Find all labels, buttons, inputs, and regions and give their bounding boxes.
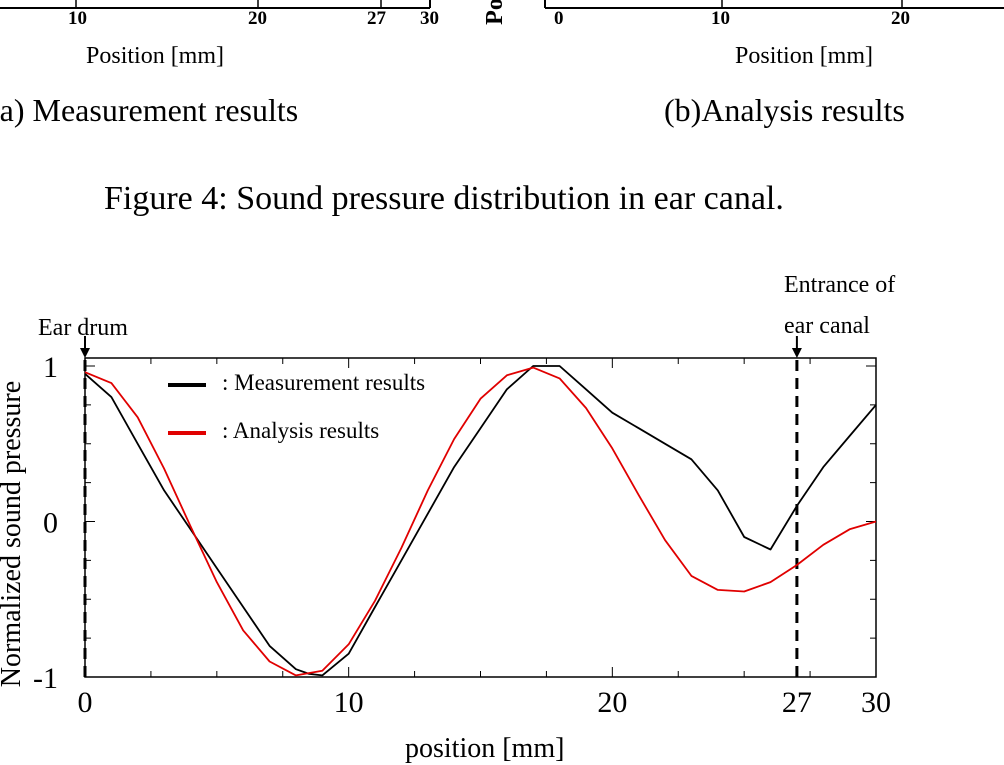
legend-label-measurement: : Measurement results [222,370,426,395]
x-tick-label: 20 [597,686,627,719]
x-tick-label: 10 [334,686,364,719]
plot-frame [84,357,877,678]
x-tick-label: 27 [782,686,812,719]
figure4-caption: Figure 4: Sound pressure distribution in… [104,180,784,217]
chart-ylabel: Normalized sound pressure [0,380,27,688]
x-tick-label: 30 [861,686,891,719]
right-panel-xlabel: Position [mm] [735,43,874,69]
right-panel-tick-label: 0 [554,8,564,29]
right-panel-tick-label: 20 [891,8,910,29]
y-tick-label: 0 [43,507,58,540]
legend-label-analysis: : Analysis results [222,418,380,443]
ear-drum-arrow-head [80,348,90,358]
left-panel-tick-label: 10 [68,8,87,29]
left-panel-tick-label: 30 [420,8,439,29]
right-panel-tick-label: 10 [711,8,730,29]
left-panel-tick-label: 27 [367,8,386,29]
x-tick-label: 0 [78,686,93,719]
series-line-analysis-results [84,366,877,677]
left-panel-xlabel: Position [mm] [86,43,225,69]
ear-drum-annotation: Ear drum [38,315,128,341]
entrance-annotation-line2: ear canal [784,313,870,339]
chart-xlabel: position [mm] [405,733,565,764]
entrance-annotation-line1: Entrance of [784,272,896,298]
right-panel-caption: (b)Analysis results [664,92,905,128]
left-panel-caption: (a) Measurement results [0,92,299,128]
series-line-measurement-results [84,365,877,677]
left-panel-tick-label: 20 [248,8,267,29]
entrance-arrow-head [791,348,802,358]
y-tick-label: -1 [33,662,58,695]
y-tick-label: 1 [43,351,58,384]
